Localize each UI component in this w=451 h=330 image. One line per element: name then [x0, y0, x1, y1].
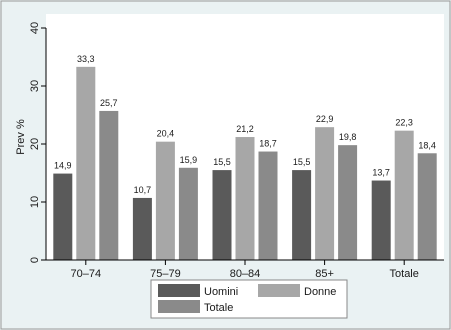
data-label: 33,3 [77, 54, 95, 64]
x-axis: 70–74 75–79 80–84 85+ Totale [46, 259, 444, 280]
x-tick-label: 75–79 [150, 268, 181, 280]
data-label: 10,7 [134, 185, 152, 195]
data-label: 15,9 [180, 155, 198, 165]
y-tick-label: 10 [29, 196, 41, 208]
bar-totale-0 [99, 110, 119, 260]
y-axis-label: Prev % [15, 119, 27, 155]
data-label: 22,9 [316, 114, 334, 124]
x-tick-label: 85+ [315, 268, 334, 280]
x-tick-label: Totale [390, 268, 419, 280]
bar-totale-3 [338, 145, 358, 260]
legend: Uomini Donne Totale [150, 279, 348, 319]
data-label: 13,7 [372, 168, 390, 178]
bar-uomini-0 [53, 173, 73, 260]
bar-totale-4 [417, 153, 437, 260]
bar-totale-2 [258, 151, 278, 260]
data-label: 15,5 [293, 157, 311, 167]
data-label: 21,2 [236, 124, 254, 134]
x-tick-label: 80–84 [230, 268, 261, 280]
data-label: 22,3 [395, 118, 413, 128]
bar-donne-0 [76, 66, 96, 260]
bar-donne-2 [235, 137, 255, 260]
data-label: 25,7 [100, 98, 118, 108]
legend-swatch-donne [258, 284, 300, 297]
legend-swatch-uomini [158, 284, 200, 297]
legend-label-uomini: Uomini [204, 286, 238, 298]
bar-donne-4 [394, 130, 414, 260]
legend-label-totale: Totale [204, 302, 233, 314]
y-tick-label: 40 [29, 22, 41, 34]
bars: 14,9 33,3 25,7 10,7 20,4 15,9 15,5 21,2 18,7 15,5… [53, 54, 437, 261]
x-tick-label: 70–74 [71, 268, 102, 280]
data-label: 19,8 [339, 132, 357, 142]
bar-totale-1 [178, 167, 198, 260]
y-tick-label: 30 [29, 80, 41, 92]
data-label: 14,9 [54, 161, 72, 171]
y-axis: 0 10 20 30 40 [29, 22, 47, 263]
data-label: 15,5 [213, 157, 231, 167]
legend-swatch-totale [158, 300, 200, 313]
data-label: 18,4 [418, 140, 436, 150]
bar-donne-3 [315, 127, 335, 261]
data-label: 18,7 [259, 139, 277, 149]
legend-label-donne: Donne [304, 286, 336, 298]
y-tick-label: 0 [29, 257, 41, 263]
y-tick-label: 20 [29, 138, 41, 150]
bar-donne-1 [155, 141, 175, 260]
bar-uomini-3 [292, 170, 312, 260]
bar-uomini-2 [212, 170, 232, 260]
data-label: 20,4 [157, 129, 175, 139]
bar-uomini-1 [132, 197, 152, 260]
bar-uomini-4 [371, 180, 391, 260]
